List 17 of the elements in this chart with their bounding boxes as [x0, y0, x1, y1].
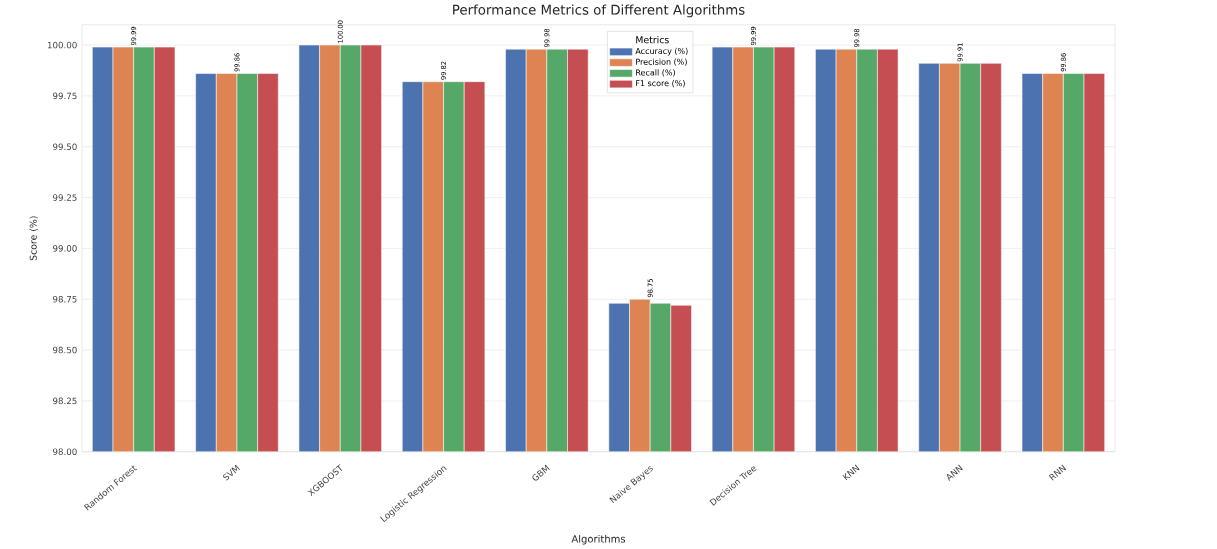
- legend-title: Metrics: [636, 36, 669, 44]
- y-tick-label: 99.00: [53, 245, 77, 252]
- legend-label: F1 score (%): [636, 80, 685, 88]
- y-tick-label: 99.25: [53, 194, 77, 201]
- y-tick-label: 98.75: [53, 295, 77, 303]
- y-tick-label: 99.50: [53, 143, 77, 150]
- legend-label: Accuracy (%): [635, 47, 688, 56]
- y-tick-label: 98.50: [53, 346, 77, 354]
- y-tick-label: 99.75: [53, 92, 77, 100]
- y-axis-title: Score (%): [29, 216, 38, 261]
- chart-title: Performance Metrics of Different Algorithms: [453, 4, 745, 18]
- y-tick-label: 98.00: [53, 448, 77, 455]
- legend-label: Precision (%): [636, 58, 687, 66]
- y-tick-label: 98.25: [53, 397, 77, 405]
- legend-label: Recall (%): [636, 69, 675, 77]
- y-tick-label: 100.00: [47, 41, 77, 49]
- x-axis-title: Algorithms: [571, 534, 626, 545]
